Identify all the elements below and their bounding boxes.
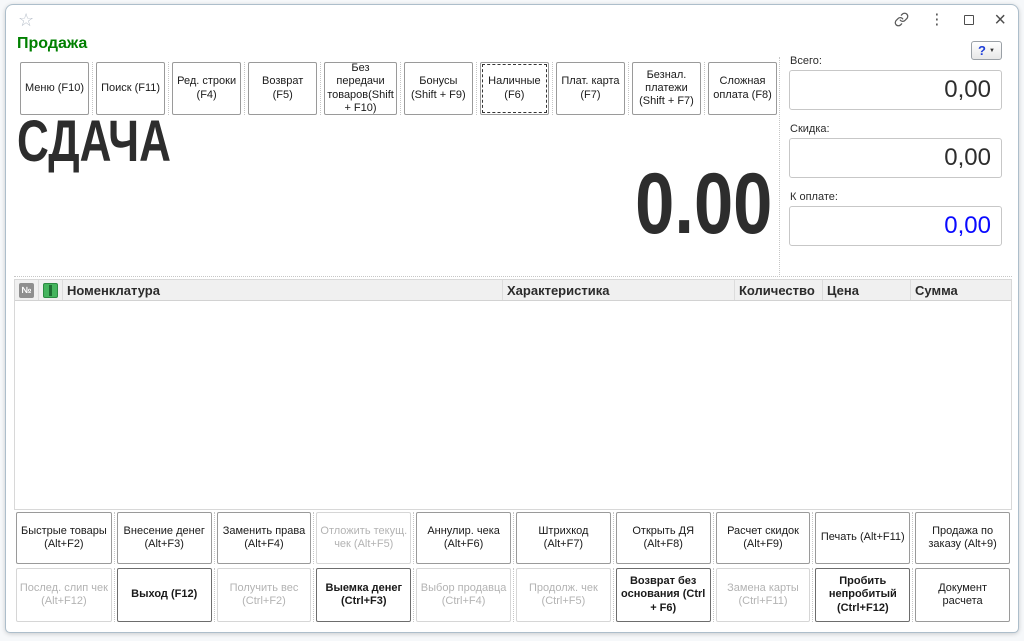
deposit-money-button[interactable]: Внесение денег (Alt+F3) (116, 512, 212, 564)
change-rights-button[interactable]: Заменить права (Alt+F4) (216, 512, 312, 564)
punch-unpunched-button[interactable]: Пробить непробитый (Ctrl+F12) (815, 568, 911, 622)
discount-value-field: 0,00 (789, 138, 1002, 178)
discount-label: Скидка: (790, 123, 830, 135)
change-value: 0.00 (634, 156, 772, 252)
cash-button[interactable]: Наличные (F6) (479, 62, 549, 115)
print-button[interactable]: Печать (Alt+F11) (815, 512, 911, 564)
row-number-icon: № (19, 282, 34, 298)
last-slip-receipt-button: Послед. слип чек (Alt+F12) (16, 568, 112, 622)
withdraw-money-button[interactable]: Выемка денег (Ctrl+F3) (316, 568, 412, 622)
menu-button[interactable]: Меню (F10) (20, 62, 90, 115)
horizontal-separator (14, 276, 1012, 277)
exit-button[interactable]: Выход (F12) (116, 568, 212, 622)
payment-card-button[interactable]: Плат. карта (F7) (555, 62, 625, 115)
titlebar: ☆ ⋮ × (6, 5, 1018, 35)
favorite-star-icon[interactable]: ☆ (18, 10, 35, 30)
actions-row-1: Быстрые товары (Alt+F2) Внесение денег (… (14, 512, 1012, 564)
pos-sale-window: ☆ ⋮ × Продажа ? ▼ Меню (F10) Поиск (F11)… (5, 4, 1019, 633)
calc-discounts-button[interactable]: Расчет скидок (Alt+F9) (715, 512, 811, 564)
bonuses-button[interactable]: Бонусы (Shift + F9) (403, 62, 473, 115)
open-cash-drawer-button[interactable]: Открыть ДЯ (Alt+F8) (615, 512, 711, 564)
help-question-icon: ? (978, 43, 986, 58)
column-header-nomenclature[interactable]: Номенклатура (63, 280, 503, 300)
column-header-sum[interactable]: Сумма (915, 282, 958, 298)
link-icon[interactable] (894, 12, 909, 27)
chevron-down-icon: ▼ (989, 47, 995, 54)
actions-row-2: Послед. слип чек (Alt+F12) Выход (F12) П… (14, 568, 1012, 622)
continue-receipt-button: Продолж. чек (Ctrl+F5) (516, 568, 611, 622)
table-body[interactable] (15, 301, 1011, 509)
edit-row-button[interactable]: Ред. строки (F4) (172, 62, 242, 115)
change-label: СДАЧА (17, 109, 171, 174)
vertical-separator (779, 57, 780, 275)
column-header-characteristic[interactable]: Характеристика (503, 280, 735, 300)
payable-value-field: 0,00 (789, 206, 1002, 246)
column-header-item-icon[interactable] (39, 280, 63, 300)
maximize-icon[interactable] (964, 14, 975, 25)
close-icon[interactable]: × (994, 8, 1006, 31)
cancel-receipt-button[interactable]: Аннулир. чека (Alt+F6) (416, 512, 511, 564)
payable-label: К оплате: (790, 191, 838, 203)
select-seller-button: Выбор продавца (Ctrl+F4) (416, 568, 511, 622)
total-label: Всего: (790, 55, 822, 67)
change-display: СДАЧА 0.00 (17, 113, 774, 273)
more-menu-icon[interactable]: ⋮ (929, 11, 945, 28)
quick-goods-button[interactable]: Быстрые товары (Alt+F2) (16, 512, 112, 564)
settlement-document-button[interactable]: Документ расчета (915, 568, 1010, 622)
product-icon (43, 282, 58, 298)
page-title: Продажа (17, 35, 88, 52)
help-button[interactable]: ? ▼ (971, 41, 1002, 60)
total-value-field: 0,00 (789, 70, 1002, 110)
payment-toolbar: Меню (F10) Поиск (F11) Ред. строки (F4) … (17, 62, 780, 115)
return-button[interactable]: Возврат (F5) (248, 62, 318, 115)
return-without-basis-button[interactable]: Возврат без основания (Ctrl + F6) (615, 568, 711, 622)
no-goods-transfer-button[interactable]: Без передачи товаров(Shift + F10) (324, 62, 397, 115)
column-header-quantity[interactable]: Количество (735, 280, 823, 300)
barcode-button[interactable]: Штрихкод (Alt+F7) (516, 512, 611, 564)
sale-by-order-button[interactable]: Продажа по заказу (Alt+9) (915, 512, 1010, 564)
search-button[interactable]: Поиск (F11) (96, 62, 166, 115)
complex-payment-button[interactable]: Сложная оплата (F8) (708, 62, 778, 115)
table-header: № Номенклатура Характеристика Количество… (15, 280, 1011, 301)
get-weight-button: Получить вес (Ctrl+F2) (216, 568, 312, 622)
items-table: № Номенклатура Характеристика Количество… (14, 279, 1012, 510)
cashless-payments-button[interactable]: Безнал. платежи (Shift + F7) (631, 62, 701, 115)
column-header-number[interactable]: № (15, 280, 39, 300)
postpone-receipt-button: Отложить текущ. чек (Alt+F5) (316, 512, 412, 564)
replace-card-button: Замена карты (Ctrl+F11) (715, 568, 811, 622)
column-header-price[interactable]: Цена (823, 280, 911, 300)
totals-panel: Всего: 0,00 Скидка: 0,00 К оплате: 0,00 (789, 55, 1002, 259)
